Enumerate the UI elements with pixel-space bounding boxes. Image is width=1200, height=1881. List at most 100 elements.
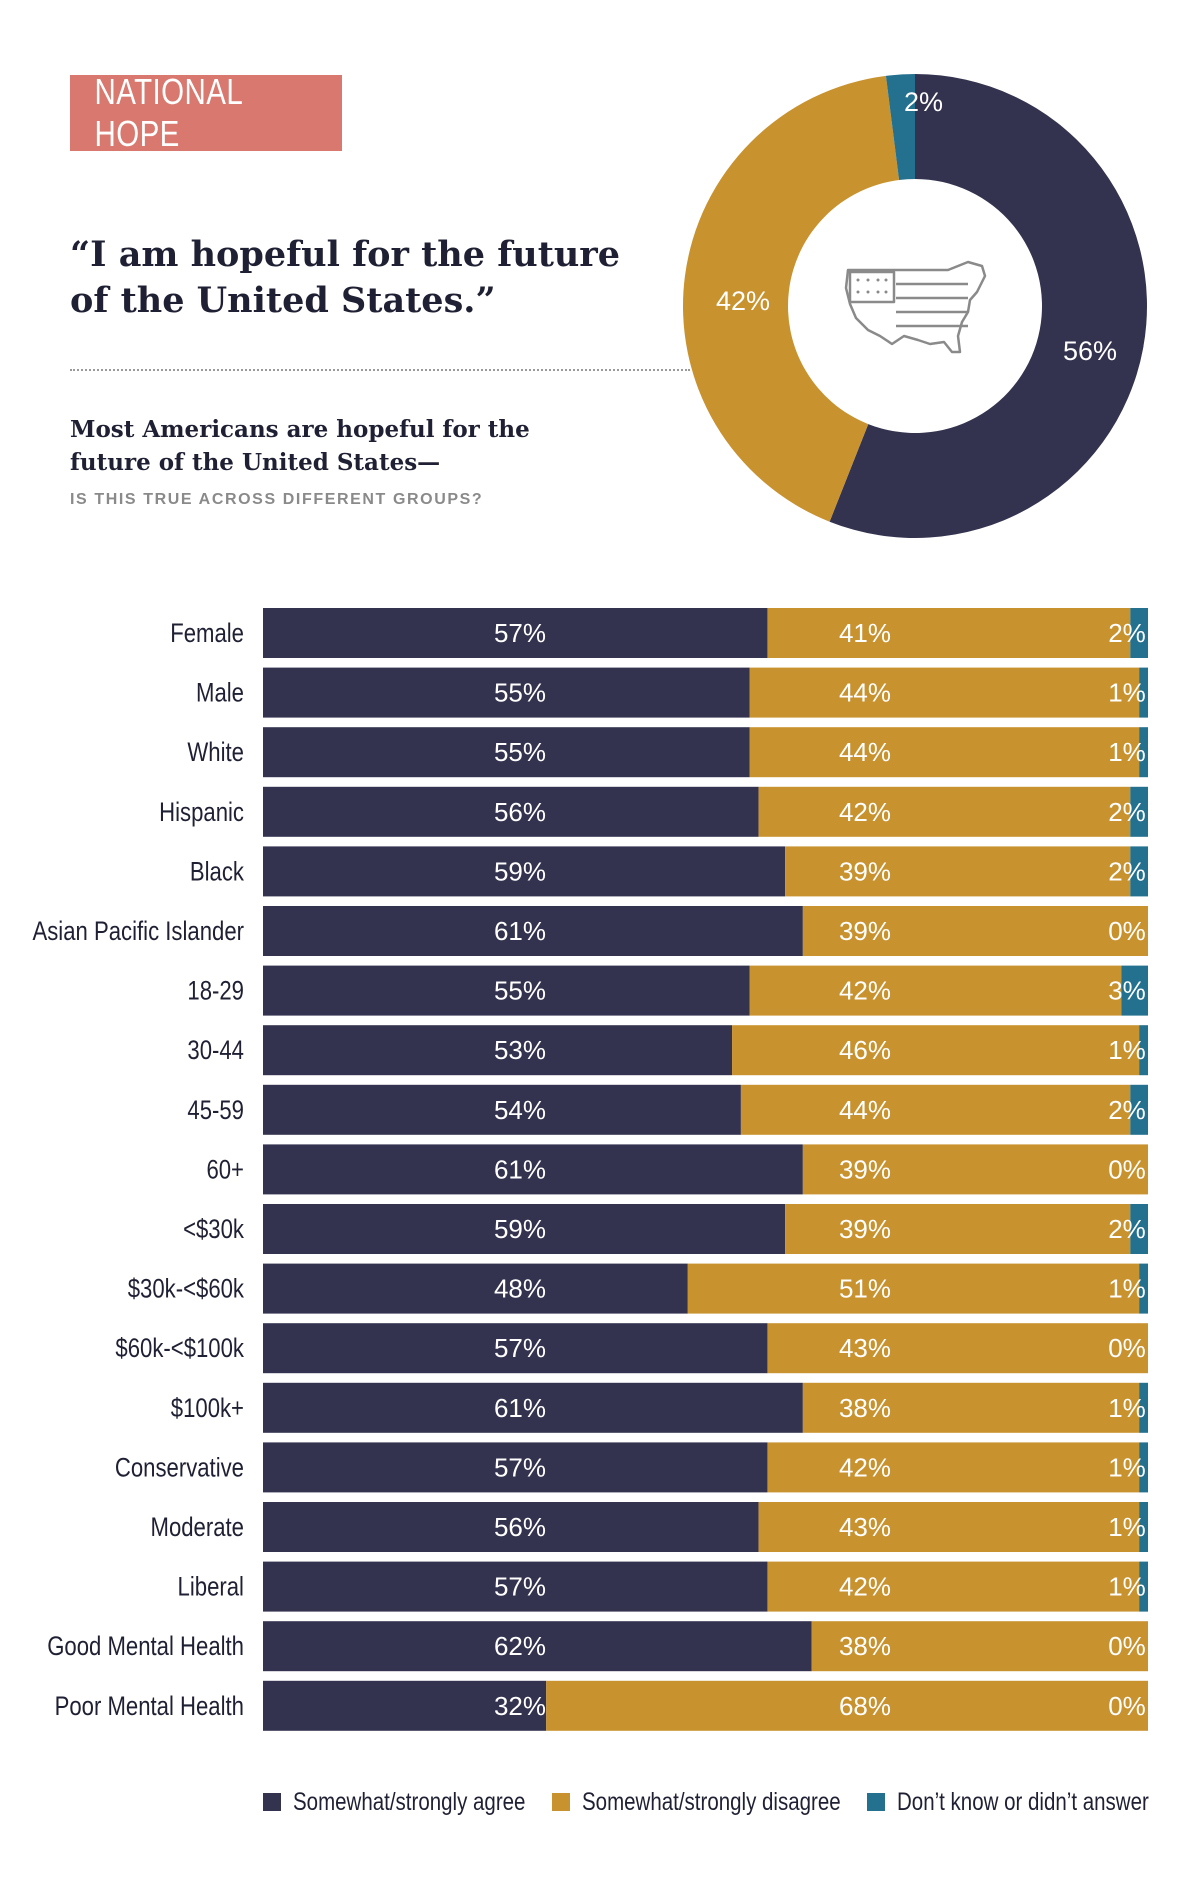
bar-segment-don-t-know-or-didn-t-answer — [1139, 1502, 1148, 1552]
subtitle: Most Americans are hopeful for the futur… — [70, 413, 570, 479]
bar-value-label-somewhat-strongly-agree: 57% — [494, 618, 546, 648]
headline-quote-line1: “I am hopeful for the future — [70, 234, 621, 275]
category-label: Asian Pacific Islander — [32, 917, 244, 947]
bar-segment-somewhat-strongly-disagree — [811, 1621, 1148, 1672]
donut-label-don-t-know-or-didn-t-answer: 2% — [904, 87, 943, 117]
bar-value-label-somewhat-strongly-agree: 48% — [494, 1274, 546, 1304]
bar-segment-somewhat-strongly-agree — [263, 1442, 768, 1493]
chart-legend: Somewhat/strongly agree Somewhat/strongly… — [263, 1782, 1153, 1822]
bar-segment-somewhat-strongly-disagree — [749, 727, 1140, 778]
bar-row-asian-pacific-islander: Asian Pacific Islander 61% 39% 0% — [32, 906, 1148, 956]
bar-value-label-somewhat-strongly-agree: 53% — [494, 1035, 546, 1065]
bar-row-30k: <$30k 59% 39% 2% — [183, 1204, 1148, 1254]
bar-segment-somewhat-strongly-agree — [263, 1204, 786, 1254]
bar-value-label-somewhat-strongly-disagree: 44% — [839, 1095, 891, 1125]
donut-label-somewhat-strongly-disagree: 42% — [716, 286, 770, 316]
subtitle-line1: Most Americans are hopeful for the — [70, 416, 530, 443]
bar-segment-don-t-know-or-didn-t-answer — [1139, 667, 1148, 718]
bar-segment-don-t-know-or-didn-t-answer — [1130, 608, 1148, 658]
bar-row-45-59: 45-59 54% 44% 2% — [187, 1084, 1148, 1135]
category-label: Good Mental Health — [47, 1632, 244, 1662]
bar-row-good-mental-health: Good Mental Health 62% 38% 0% — [47, 1621, 1148, 1672]
donut-slice-somewhat-strongly-disagree — [683, 75, 900, 522]
bar-segment-somewhat-strongly-agree — [263, 1084, 741, 1135]
legend-swatch — [263, 1793, 281, 1811]
bar-value-label-don-t-know-or-didn-t-answer: 1% — [1108, 1572, 1146, 1602]
bar-row-black: Black 59% 39% 2% — [190, 846, 1148, 897]
legend-item-somewhat-strongly-agree: Somewhat/strongly agree — [263, 1788, 526, 1817]
legend-label: Don’t know or didn’t answer — [897, 1787, 1149, 1816]
bar-segment-somewhat-strongly-disagree — [802, 906, 1148, 956]
bar-value-label-somewhat-strongly-agree: 59% — [494, 1214, 546, 1244]
bar-segment-somewhat-strongly-agree — [263, 1621, 812, 1672]
donut-slice-somewhat-strongly-agree — [829, 74, 1148, 538]
headline-quote: “I am hopeful for the future of the Unit… — [70, 232, 630, 324]
category-label: Conservative — [115, 1453, 244, 1483]
bar-value-label-somewhat-strongly-disagree: 68% — [839, 1691, 891, 1721]
bar-value-label-don-t-know-or-didn-t-answer: 1% — [1108, 737, 1146, 767]
bar-segment-somewhat-strongly-disagree — [749, 965, 1122, 1016]
category-label: 30-44 — [187, 1036, 244, 1066]
bar-segment-don-t-know-or-didn-t-answer — [1130, 786, 1148, 837]
dotted-divider — [70, 369, 690, 371]
bar-segment-somewhat-strongly-disagree — [785, 846, 1131, 897]
bar-value-label-somewhat-strongly-agree: 57% — [494, 1572, 546, 1602]
bar-segment-somewhat-strongly-disagree — [767, 608, 1131, 658]
bar-segment-somewhat-strongly-agree — [263, 1502, 759, 1552]
headline-quote-line2: of the United States.” — [70, 280, 496, 321]
bar-segment-somewhat-strongly-disagree — [749, 667, 1140, 718]
bar-value-label-somewhat-strongly-disagree: 44% — [839, 737, 891, 767]
bar-value-label-somewhat-strongly-agree: 57% — [494, 1452, 546, 1482]
category-label: $60k-<$100k — [115, 1334, 244, 1364]
bar-value-label-don-t-know-or-didn-t-answer: 2% — [1108, 797, 1146, 827]
bar-segment-somewhat-strongly-disagree — [767, 1323, 1148, 1374]
bar-segment-don-t-know-or-didn-t-answer — [1139, 1025, 1148, 1076]
bar-segment-somewhat-strongly-disagree — [802, 1144, 1148, 1195]
category-label: Black — [190, 857, 245, 887]
bar-segment-don-t-know-or-didn-t-answer — [1130, 1204, 1148, 1254]
bar-value-label-don-t-know-or-didn-t-answer: 1% — [1108, 678, 1146, 708]
bar-value-label-somewhat-strongly-agree: 56% — [494, 1512, 546, 1542]
category-label: Poor Mental Health — [55, 1692, 244, 1722]
bar-value-label-somewhat-strongly-agree: 61% — [494, 1154, 546, 1184]
bar-segment-somewhat-strongly-agree — [263, 1680, 547, 1731]
bar-value-label-don-t-know-or-didn-t-answer: 0% — [1108, 1154, 1146, 1184]
bar-segment-somewhat-strongly-agree — [263, 1323, 768, 1374]
bar-segment-somewhat-strongly-agree — [263, 906, 803, 956]
bar-value-label-don-t-know-or-didn-t-answer: 0% — [1108, 916, 1146, 946]
bar-value-label-somewhat-strongly-disagree: 41% — [839, 618, 891, 648]
bar-value-label-somewhat-strongly-agree: 54% — [494, 1095, 546, 1125]
bar-value-label-don-t-know-or-didn-t-answer: 2% — [1108, 1214, 1146, 1244]
bar-row-moderate: Moderate 56% 43% 1% — [151, 1502, 1148, 1552]
bar-value-label-somewhat-strongly-agree: 62% — [494, 1631, 546, 1661]
bar-row-white: White 55% 44% 1% — [187, 727, 1148, 778]
bar-value-label-don-t-know-or-didn-t-answer: 2% — [1108, 618, 1146, 648]
category-label: Hispanic — [159, 798, 244, 828]
bar-value-label-don-t-know-or-didn-t-answer: 1% — [1108, 1512, 1146, 1542]
bar-segment-somewhat-strongly-agree — [263, 965, 750, 1016]
bar-value-label-somewhat-strongly-agree: 55% — [494, 678, 546, 708]
bar-segment-somewhat-strongly-disagree — [758, 786, 1131, 837]
subtitle-note: IS THIS TRUE ACROSS DIFFERENT GROUPS? — [70, 491, 484, 508]
donut-label-somewhat-strongly-agree: 56% — [1063, 336, 1117, 366]
bar-segment-don-t-know-or-didn-t-answer — [1130, 846, 1148, 897]
bar-value-label-somewhat-strongly-agree: 56% — [494, 797, 546, 827]
bar-row-liberal: Liberal 57% 42% 1% — [178, 1561, 1148, 1612]
bar-segment-somewhat-strongly-disagree — [767, 1442, 1140, 1493]
bar-value-label-don-t-know-or-didn-t-answer: 0% — [1108, 1691, 1146, 1721]
bar-segment-somewhat-strongly-agree — [263, 1263, 688, 1314]
category-label: Female — [170, 619, 244, 649]
bar-row-30k-60k: $30k-<$60k 48% 51% 1% — [128, 1263, 1148, 1314]
bar-value-label-somewhat-strongly-disagree: 39% — [839, 1154, 891, 1184]
bar-value-label-don-t-know-or-didn-t-answer: 1% — [1108, 1274, 1146, 1304]
bar-value-label-don-t-know-or-didn-t-answer: 0% — [1108, 1333, 1146, 1363]
legend-item-don-t-know-or-didn-t-answer: Don’t know or didn’t answer — [867, 1788, 1149, 1817]
category-label: 18-29 — [187, 977, 244, 1007]
bar-value-label-somewhat-strongly-agree: 61% — [494, 916, 546, 946]
bar-row-conservative: Conservative 57% 42% 1% — [115, 1442, 1148, 1493]
bar-segment-somewhat-strongly-agree — [263, 1561, 768, 1612]
category-label: 45-59 — [187, 1096, 244, 1126]
bar-value-label-don-t-know-or-didn-t-answer: 2% — [1108, 1095, 1146, 1125]
category-label: Liberal — [178, 1573, 244, 1603]
bar-value-label-somewhat-strongly-disagree: 43% — [839, 1512, 891, 1542]
